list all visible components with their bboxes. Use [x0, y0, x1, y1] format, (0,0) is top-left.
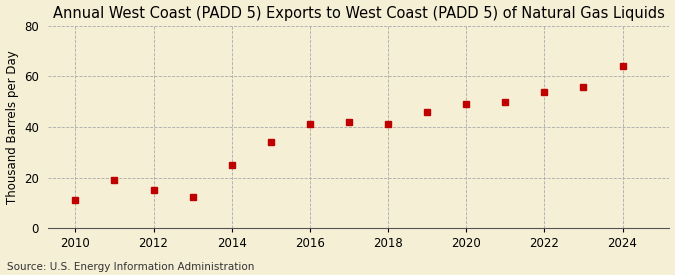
Title: Annual West Coast (PADD 5) Exports to West Coast (PADD 5) of Natural Gas Liquids: Annual West Coast (PADD 5) Exports to We… [53, 6, 665, 21]
Y-axis label: Thousand Barrels per Day: Thousand Barrels per Day [5, 50, 18, 204]
Text: Source: U.S. Energy Information Administration: Source: U.S. Energy Information Administ… [7, 262, 254, 272]
